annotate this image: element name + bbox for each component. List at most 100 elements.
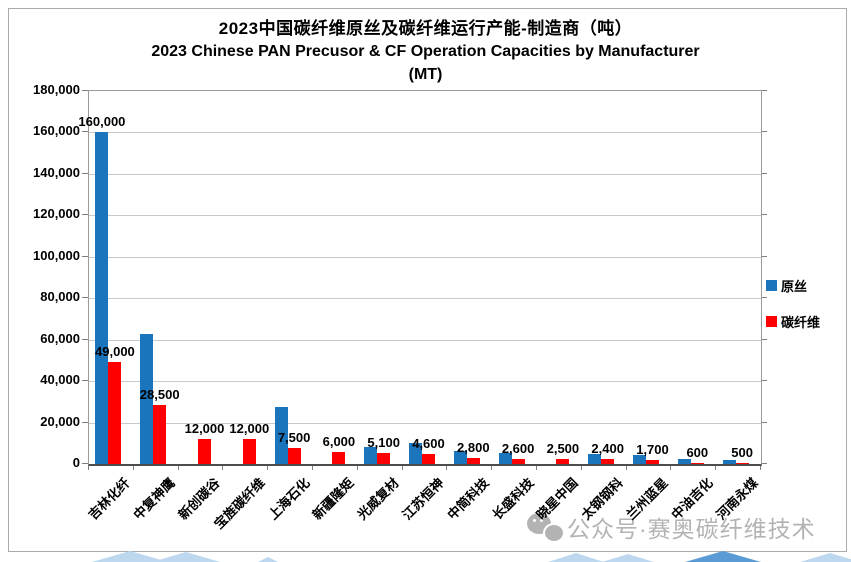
y-tick-mark bbox=[82, 380, 88, 382]
bar-precursor-6 bbox=[364, 447, 378, 464]
y-tick-mark-right bbox=[761, 214, 767, 216]
deco-diamond bbox=[152, 552, 220, 562]
y-tick-mark bbox=[82, 172, 88, 174]
bar-precursor-14 bbox=[722, 460, 736, 464]
bar-carbonfiber-5 bbox=[332, 452, 346, 464]
y-tick-mark bbox=[82, 214, 88, 216]
legend: 原丝 碳纤维 bbox=[766, 276, 820, 348]
deco-diamond bbox=[258, 557, 278, 562]
x-tick-mark bbox=[715, 465, 717, 470]
data-label-carbonfiber: 2,800 bbox=[457, 440, 490, 455]
bar-carbonfiber-14 bbox=[735, 463, 749, 464]
y-tick-mark-right bbox=[761, 131, 767, 133]
y-tick-mark-right bbox=[761, 338, 767, 340]
x-tick-mark bbox=[356, 465, 358, 470]
legend-item-carbonfiber: 碳纤维 bbox=[766, 312, 820, 331]
bar-carbonfiber-9 bbox=[511, 459, 525, 464]
bar-carbonfiber-12 bbox=[646, 460, 659, 464]
legend-label: 原丝 bbox=[781, 279, 808, 294]
data-label-precursor: 160,000 bbox=[78, 114, 126, 129]
deco-diamond bbox=[800, 553, 851, 562]
bar-precursor-11 bbox=[588, 454, 602, 464]
bar-carbonfiber-11 bbox=[601, 459, 615, 464]
legend-swatch-carbonfiber bbox=[766, 316, 777, 327]
x-tick-mark bbox=[536, 465, 537, 470]
y-tick-mark bbox=[82, 255, 88, 257]
x-tick-mark bbox=[625, 465, 627, 470]
y-tick-label: 160,000 bbox=[33, 123, 80, 139]
data-label-carbonfiber: 6,000 bbox=[322, 434, 356, 449]
y-tick-label: 100,000 bbox=[33, 247, 80, 263]
data-label-carbonfiber: 600 bbox=[686, 445, 709, 460]
x-tick-mark bbox=[177, 465, 179, 470]
bar-precursor-1 bbox=[140, 334, 154, 464]
gridline bbox=[89, 132, 761, 134]
watermark-text: 公众号·赛奥碳纤维技术 bbox=[567, 516, 816, 542]
bar-carbonfiber-2 bbox=[198, 439, 211, 464]
chart-title-unit: (MT) bbox=[408, 66, 443, 83]
y-tick-label: 140,000 bbox=[33, 164, 80, 180]
y-tick-mark bbox=[82, 421, 88, 423]
data-label-carbonfiber: 5,100 bbox=[367, 435, 400, 450]
bar-carbonfiber-8 bbox=[466, 458, 480, 464]
x-tick-mark bbox=[401, 465, 403, 470]
bar-carbonfiber-4 bbox=[287, 448, 301, 464]
y-tick-mark-right bbox=[761, 90, 767, 91]
gridline bbox=[89, 381, 761, 383]
data-label-carbonfiber: 12,000 bbox=[184, 421, 225, 436]
plot-area: 160,000 49,000 28,500 12,000 12,000 7,500 6,00… bbox=[78, 90, 762, 466]
y-tick-label: 0 bbox=[72, 455, 80, 470]
legend-swatch-precursor bbox=[766, 280, 777, 291]
x-tick-mark bbox=[267, 465, 269, 470]
bar-carbonfiber-3 bbox=[242, 439, 256, 464]
bar-precursor-0 bbox=[95, 132, 109, 464]
y-tick-mark-right bbox=[761, 380, 767, 382]
y-tick-label: 80,000 bbox=[40, 289, 80, 305]
bar-carbonfiber-7 bbox=[422, 454, 435, 464]
wechat-icon bbox=[527, 511, 565, 543]
gridline bbox=[89, 422, 761, 424]
y-tick-mark bbox=[82, 463, 88, 464]
bar-precursor-7 bbox=[409, 443, 422, 464]
x-tick-mark bbox=[760, 465, 761, 470]
bar-precursor-12 bbox=[633, 455, 646, 464]
gridline bbox=[89, 298, 761, 300]
x-tick-mark bbox=[222, 465, 224, 470]
x-tick-mark bbox=[491, 465, 493, 470]
y-tick-mark-right bbox=[761, 463, 767, 464]
y-tick-mark-right bbox=[761, 421, 767, 423]
x-tick-mark bbox=[312, 465, 313, 470]
data-label-carbonfiber: 4,600 bbox=[412, 436, 445, 451]
y-tick-mark bbox=[82, 338, 88, 340]
y-tick-mark-right bbox=[761, 172, 767, 174]
y-tick-mark-right bbox=[761, 297, 767, 299]
gridline bbox=[89, 256, 761, 258]
y-tick-mark bbox=[82, 131, 88, 133]
chart-title-english: 2023 Chinese PAN Precusor & CF Operation… bbox=[151, 43, 700, 60]
bar-precursor-9 bbox=[498, 453, 512, 464]
gridline bbox=[89, 339, 761, 341]
data-label-carbonfiber: 28,500 bbox=[139, 387, 180, 402]
bar-carbonfiber-1 bbox=[153, 405, 167, 464]
deco-diamond bbox=[685, 551, 761, 562]
y-tick-label: 120,000 bbox=[33, 206, 80, 222]
y-tick-label: 60,000 bbox=[40, 330, 80, 346]
y-tick-label: 20,000 bbox=[40, 413, 80, 429]
bar-carbonfiber-6 bbox=[377, 453, 391, 464]
legend-label: 碳纤维 bbox=[781, 315, 821, 330]
data-label-carbonfiber: 2,400 bbox=[591, 441, 624, 456]
y-tick-label: 40,000 bbox=[40, 372, 80, 388]
bar-carbonfiber-13 bbox=[690, 463, 704, 464]
x-tick-mark bbox=[88, 465, 89, 470]
x-tick-mark bbox=[670, 465, 672, 470]
y-tick-mark-right bbox=[761, 255, 767, 257]
deco-diamond bbox=[92, 551, 168, 562]
data-label-carbonfiber: 500 bbox=[731, 445, 753, 460]
gridline bbox=[89, 215, 761, 217]
y-tick-mark bbox=[82, 90, 88, 91]
gridline bbox=[89, 173, 761, 175]
data-label-carbonfiber: 49,000 bbox=[95, 344, 135, 359]
data-label-carbonfiber: 2,500 bbox=[546, 441, 580, 456]
x-tick-mark bbox=[132, 465, 134, 470]
